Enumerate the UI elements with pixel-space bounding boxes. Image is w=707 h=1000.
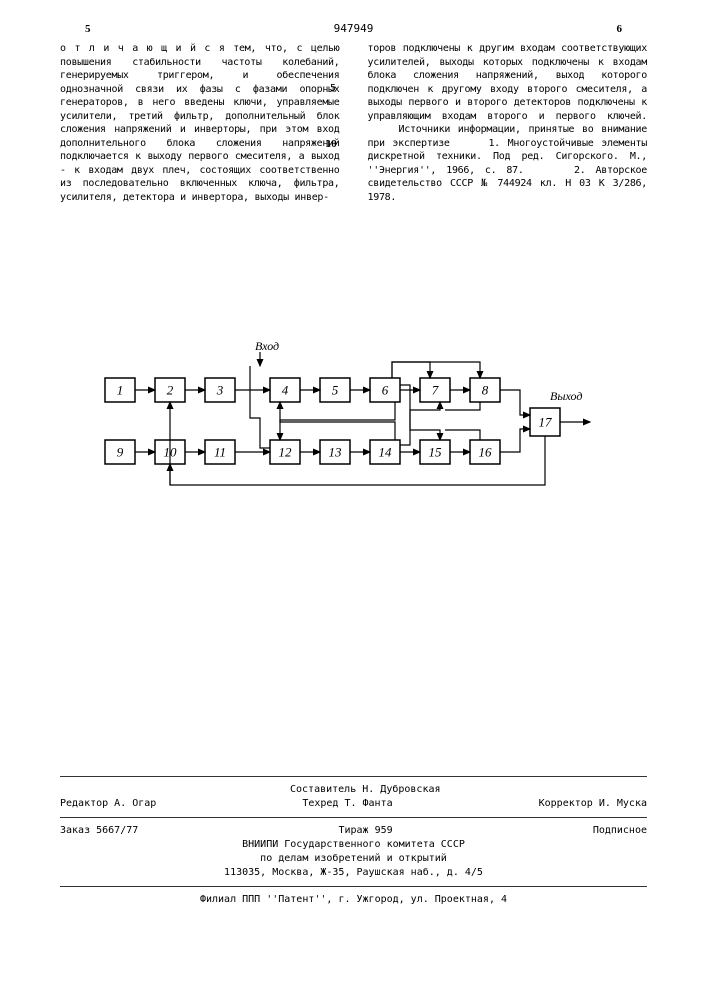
box-12: 12 (279, 445, 293, 460)
box-3: 3 (216, 383, 224, 398)
output-label: Выход (550, 389, 582, 403)
subscription: Подписное (593, 824, 647, 838)
left-column: о т л и ч а ю щ и й с я тем, что, с цель… (60, 42, 340, 204)
box-6: 6 (382, 383, 389, 398)
corrector: Корректор И. Муска (539, 797, 647, 811)
org-line-2: по делам изобретений и открытий (60, 852, 647, 866)
box-4: 4 (282, 383, 289, 398)
org-line-1: ВНИИПИ Государственного комитета СССР (60, 838, 647, 852)
box-7: 7 (432, 383, 439, 398)
branch: Филиал ППП ''Патент'', г. Ужгород, ул. П… (60, 893, 647, 907)
footer: Составитель Н. Дубровская Редактор А. Ог… (60, 770, 647, 907)
block-diagram: 1 2 3 4 5 6 7 8 9 10 11 12 13 14 15 16 1… (100, 330, 595, 500)
text-columns: о т л и ч а ю щ и й с я тем, что, с цель… (60, 42, 647, 204)
tech: Техред Т. Фанта (302, 797, 392, 811)
box-1: 1 (117, 383, 124, 398)
box-14: 14 (379, 445, 393, 460)
box-8: 8 (482, 383, 489, 398)
box-17: 17 (539, 415, 553, 430)
box-9: 9 (117, 445, 124, 460)
tirage: Тираж 959 (338, 824, 392, 838)
editor: Редактор А. Огар (60, 797, 156, 811)
page-number-left: 5 (85, 22, 91, 37)
input-label: Вход (255, 339, 279, 353)
compiler: Составитель Н. Дубровская (290, 783, 441, 797)
order-number: Заказ 5667/77 (60, 824, 138, 838)
document-number: 947949 (334, 22, 374, 37)
address: 113035, Москва, Ж-35, Раушская наб., д. … (60, 866, 647, 880)
box-16: 16 (479, 445, 493, 460)
right-column: торов подключены к другим входам соответ… (368, 42, 648, 204)
page-number-right: 6 (617, 22, 623, 37)
box-11: 11 (214, 445, 226, 460)
box-15: 15 (429, 445, 443, 460)
box-13: 13 (329, 445, 343, 460)
box-2: 2 (167, 383, 174, 398)
box-5: 5 (332, 383, 339, 398)
